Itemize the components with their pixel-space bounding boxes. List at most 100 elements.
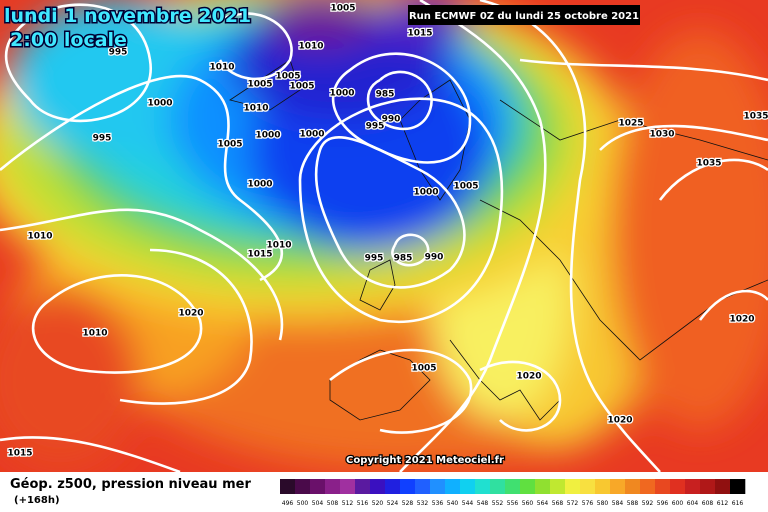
- colorbar-label: 576: [582, 500, 594, 507]
- isobar-label: 1005: [289, 82, 314, 92]
- colorbar-cell: [430, 479, 446, 494]
- isobar-label: 1005: [453, 182, 478, 192]
- isobar-label: 1000: [147, 99, 172, 109]
- colorbar-label: 536: [432, 500, 444, 507]
- colorbar-cell: [655, 479, 671, 494]
- isobar-label: 995: [109, 48, 128, 58]
- colorbar-label: 588: [627, 500, 639, 507]
- colorbar-label: 532: [417, 500, 429, 507]
- colorbar-label: 516: [357, 500, 369, 507]
- isobar-label: 1005: [217, 140, 242, 150]
- isobar-label: 1015: [407, 29, 432, 39]
- colorbar-label: 524: [387, 500, 399, 507]
- isobar-label: 990: [382, 115, 401, 125]
- colorbar-label: 572: [567, 500, 579, 507]
- legend-title: Géop. z500, pression niveau mer: [10, 477, 251, 492]
- forecast-lead: (+168h): [14, 495, 60, 506]
- isobar-label: 1020: [607, 416, 632, 426]
- isobar-label: 1020: [178, 309, 203, 319]
- colorbar-label: 580: [597, 500, 609, 507]
- colorbar-label: 520: [372, 500, 384, 507]
- isobar-label: 1035: [696, 159, 721, 169]
- colorbar-cell: [730, 479, 746, 494]
- isobar-label: 1005: [411, 364, 436, 374]
- colorbar-cell: [505, 479, 521, 494]
- colorbar-label: 616: [732, 500, 744, 507]
- colorbar-label: 560: [522, 500, 534, 507]
- colorbar-cell: [280, 479, 296, 494]
- colorbar-label: 596: [657, 500, 669, 507]
- colorbar-label: 612: [717, 500, 729, 507]
- colorbar-label: 540: [447, 500, 459, 507]
- colorbar-cell: [385, 479, 401, 494]
- colorbar-cell: [550, 479, 566, 494]
- colorbar-cell: [325, 479, 341, 494]
- colorbar-label: 600: [672, 500, 684, 507]
- isobar-label: 1010: [82, 329, 107, 339]
- colorbar-label: 544: [462, 500, 474, 507]
- local-time: 2:00 locale: [10, 29, 127, 51]
- colorbar-cell: [370, 479, 386, 494]
- colorbar-cell: [715, 479, 731, 494]
- colorbar-label: 568: [552, 500, 564, 507]
- isobar-label: 1010: [27, 232, 52, 242]
- valid-date: lundi 1 novembre 2021: [4, 5, 251, 27]
- colorbar-cell: [610, 479, 626, 494]
- colorbar-label: 608: [702, 500, 714, 507]
- isobar-label: 1010: [298, 42, 323, 52]
- run-info: Run ECMWF 0Z du lundi 25 octobre 2021: [409, 11, 639, 22]
- colorbar-label: 504: [312, 500, 324, 507]
- isobar-label: 1030: [649, 130, 674, 140]
- isobar-label: 990: [425, 253, 444, 263]
- isobar-label: 1000: [299, 130, 324, 140]
- colorbar-cell: [340, 479, 356, 494]
- colorbar-label: 564: [537, 500, 549, 507]
- isobar-label: 985: [376, 90, 395, 100]
- isobar-label: 1010: [209, 63, 234, 73]
- isobar-label: 995: [366, 122, 385, 132]
- isobar-label: 1010: [243, 104, 268, 114]
- colorbar-label: 552: [492, 500, 504, 507]
- isobar-label: 1025: [618, 119, 643, 129]
- run-banner: [408, 5, 640, 25]
- isobar-label: 1000: [247, 180, 272, 190]
- isobar-label: 1000: [329, 89, 354, 99]
- colorbar-label: 584: [612, 500, 624, 507]
- colorbar-cell: [565, 479, 581, 494]
- colorbar-cell: [520, 479, 536, 494]
- colorbar-label: 604: [687, 500, 699, 507]
- colorbar-cell: [625, 479, 641, 494]
- colorbar-cell: [460, 479, 476, 494]
- colorbar-label: 500: [297, 500, 309, 507]
- colorbar-label: 592: [642, 500, 654, 507]
- colorbar-cell: [595, 479, 611, 494]
- colorbar-cell: [400, 479, 416, 494]
- isobar-label: 1000: [413, 188, 438, 198]
- isobar-label: 1005: [275, 72, 300, 82]
- colorbar-cell: [580, 479, 596, 494]
- colorbar-cell: [535, 479, 551, 494]
- isobar-label: 1005: [247, 80, 272, 90]
- isobar-label: 1035: [743, 112, 768, 122]
- colorbar-cell: [295, 479, 311, 494]
- colorbar-cell: [415, 479, 431, 494]
- colorbar-cell: [310, 479, 326, 494]
- colorbar-cell: [355, 479, 371, 494]
- isobar-label: 1015: [7, 449, 32, 459]
- colorbar-cell: [475, 479, 491, 494]
- copyright: Copyright 2021 Meteociel.fr: [346, 455, 504, 466]
- isobar-label: 1015: [247, 250, 272, 260]
- isobar-label: 995: [365, 254, 384, 264]
- colorbar-label: 508: [327, 500, 339, 507]
- colorbar-label: 528: [402, 500, 414, 507]
- isobar-label: 1010: [266, 241, 291, 251]
- colorbar-cell: [700, 479, 716, 494]
- colorbar-label: 496: [282, 500, 294, 507]
- colorbar-cell: [445, 479, 461, 494]
- colorbar-cell: [640, 479, 656, 494]
- colorbar-label: 548: [477, 500, 489, 507]
- colorbar: 496 500 504 508 512 516 520 524 528 532 536 540 544 5…: [280, 479, 746, 507]
- isobar-label: 1000: [255, 131, 280, 141]
